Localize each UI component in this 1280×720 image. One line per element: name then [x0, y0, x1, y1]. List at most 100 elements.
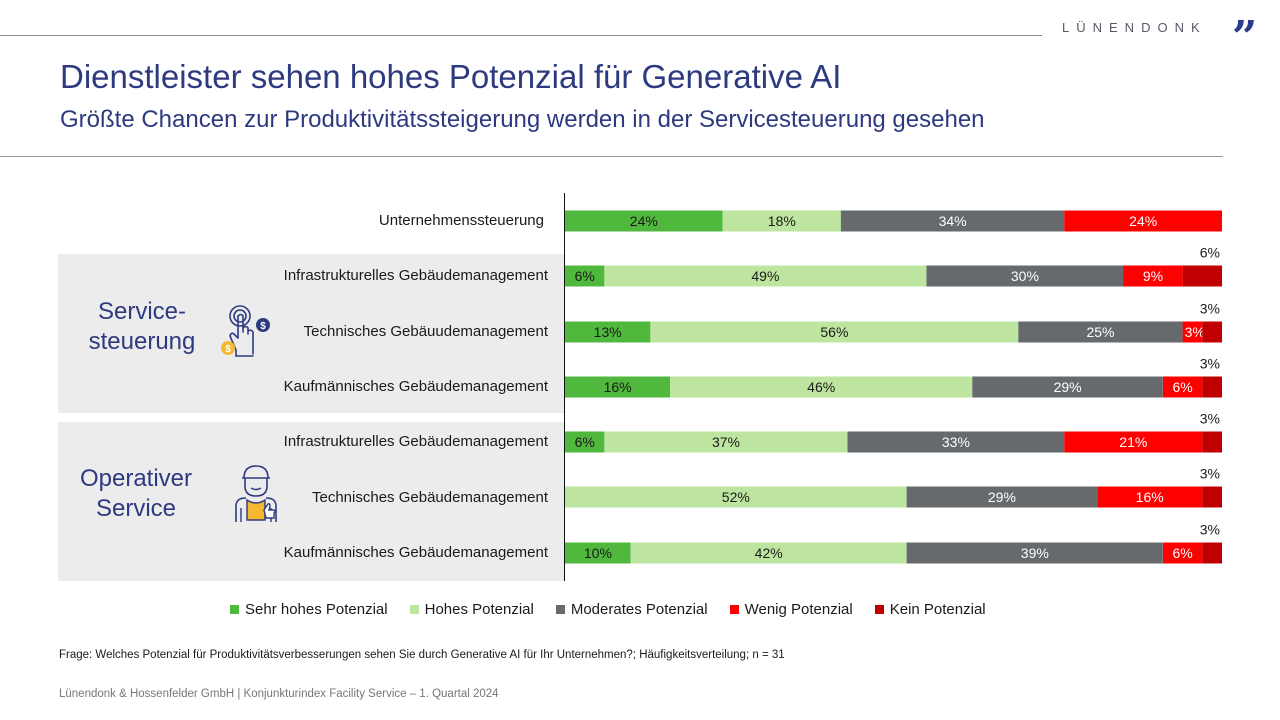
legend-swatch	[729, 605, 739, 614]
bar-value-label: 29%	[988, 489, 1016, 505]
hand-tap-coins-icon: $ $	[221, 305, 270, 357]
group-title-line: Service	[95, 495, 177, 522]
bar-value-label: 39%	[1021, 545, 1049, 561]
bar-segment-kein	[1202, 431, 1222, 453]
row-label: Technisches Gebäuudemanagement	[303, 323, 548, 340]
group-title-line: Service-	[97, 298, 187, 325]
legend-item-wenig: Wenig Potenzial	[729, 601, 853, 618]
bar-value-label: 18%	[768, 213, 796, 229]
bar-segment-moderat	[847, 431, 1065, 453]
bar-value-label: 6%	[1172, 545, 1192, 561]
bar-segment-wenig	[1064, 210, 1222, 232]
bar-value-label: 52%	[722, 489, 750, 505]
bar-segment-hoch	[722, 210, 841, 232]
bar-value-label: 16%	[1136, 489, 1164, 505]
bar-value-label: 46%	[807, 379, 835, 395]
bar-segment-wenig	[1162, 542, 1203, 564]
bar-value-label: 13%	[594, 324, 622, 340]
bar-value-label: 10%	[584, 545, 612, 561]
title-separator	[0, 156, 1223, 157]
legend-swatch	[874, 605, 884, 614]
bar-segment-sehr-hoch	[565, 431, 605, 453]
bar-segment-moderat	[906, 542, 1163, 564]
bar-segment-moderat	[906, 486, 1098, 508]
legend-swatch	[230, 605, 239, 614]
group-title-operativer-service: Operativer Service	[66, 464, 206, 524]
source-line: Lünendonk & Hossenfelder GmbH | Konjunkt…	[59, 688, 499, 700]
row-label: Unternehmenssteuerung	[378, 212, 544, 229]
bar-segment-moderat	[840, 210, 1065, 232]
bar-segment-kein	[1202, 321, 1222, 343]
bar-value-label: 34%	[939, 213, 967, 229]
row-label: Technisches Gebäudemanagement	[312, 489, 548, 506]
row-label: Infrastrukturelles Gebäudemanagement	[283, 267, 548, 284]
bar-segment-hoch	[565, 486, 907, 508]
bar-value-label: 9%	[1143, 268, 1163, 284]
bar-segment-kein	[1202, 376, 1222, 398]
group-title-line: steuerung	[88, 328, 196, 355]
legend-swatch	[409, 605, 419, 614]
row-label: Kaufmännisches Gebäudemanagement	[283, 378, 548, 395]
bar-value-label: 3%	[1200, 522, 1220, 538]
bar-value-label: 3%	[1200, 411, 1220, 427]
bar-segment-wenig	[1064, 431, 1203, 453]
legend-label: Moderates Potenzial	[570, 601, 708, 618]
row-label: Kaufmännisches Gebäudemanagement	[283, 544, 548, 561]
bar-segment-sehr-hoch	[565, 542, 631, 564]
brand-logo-text: LÜNENDONK	[1062, 20, 1207, 35]
legend-item-hoch: Hohes Potenzial	[409, 601, 534, 618]
bar-segment-moderat	[972, 376, 1163, 398]
group-panel-operativer-service	[58, 422, 564, 581]
bar-segment-kein	[1202, 486, 1222, 508]
legend-label: Sehr hohes Potenzial	[245, 601, 388, 618]
bar-segment-wenig	[1182, 321, 1203, 343]
bar-value-label: 16%	[604, 379, 632, 395]
group-panel-servicesteuerung	[58, 254, 564, 413]
bar-value-label: 3%	[1200, 466, 1220, 482]
bar-segment-moderat	[1018, 321, 1183, 343]
bar-value-label: 25%	[1086, 324, 1114, 340]
quote-mark-icon: ”	[1232, 12, 1258, 63]
group-title-servicesteuerung: Service- steuerung	[72, 297, 212, 357]
bar-segment-sehr-hoch	[565, 321, 651, 343]
bar-segment-hoch	[650, 321, 1019, 343]
bar-segment-hoch	[630, 542, 907, 564]
group-title-line: Operativer	[79, 465, 193, 492]
bar-segment-wenig	[1097, 486, 1203, 508]
bar-value-label: 30%	[1011, 268, 1039, 284]
bar-segment-sehr-hoch	[565, 265, 605, 287]
legend-label: Kein Potenzial	[889, 601, 986, 618]
bar-value-label: 37%	[712, 434, 740, 450]
bar-value-label: 21%	[1119, 434, 1147, 450]
bar-value-label: 42%	[755, 545, 783, 561]
row-label: Infrastrukturelles Gebäudemanagement	[283, 433, 548, 450]
bar-value-label: 24%	[630, 213, 658, 229]
bar-value-label: 6%	[1200, 245, 1220, 261]
question-footnote: Frage: Welches Potenzial für Produktivit…	[59, 649, 785, 661]
svg-text:$: $	[260, 321, 266, 332]
bar-value-label: 6%	[575, 268, 595, 284]
bar-value-label: 29%	[1054, 379, 1082, 395]
header-rule	[0, 35, 1042, 36]
legend-swatch	[555, 605, 565, 614]
bar-value-label: 6%	[1172, 379, 1192, 395]
legend: Sehr hohes Potenzial Hohes Potenzial Mod…	[230, 601, 1008, 618]
bar-segment-wenig	[1162, 376, 1203, 398]
legend-item-moderat: Moderates Potenzial	[555, 601, 708, 618]
bar-segment-hoch	[604, 431, 848, 453]
bar-segment-hoch	[670, 376, 973, 398]
bar-value-label: 56%	[820, 324, 848, 340]
bar-value-label: 33%	[942, 434, 970, 450]
legend-item-kein: Kein Potenzial	[874, 601, 986, 618]
bar-segment-hoch	[604, 265, 927, 287]
bar-value-label: 3%	[1185, 324, 1205, 340]
page-subtitle: Größte Chancen zur Produktivitätssteiger…	[60, 106, 985, 133]
legend-label: Hohes Potenzial	[424, 601, 534, 618]
svg-text:$: $	[225, 344, 231, 355]
bar-value-label: 49%	[751, 268, 779, 284]
y-axis-line	[564, 193, 565, 581]
bar-segment-kein	[1202, 542, 1222, 564]
bar-segment-wenig	[1123, 265, 1183, 287]
legend-label: Wenig Potenzial	[744, 601, 853, 618]
